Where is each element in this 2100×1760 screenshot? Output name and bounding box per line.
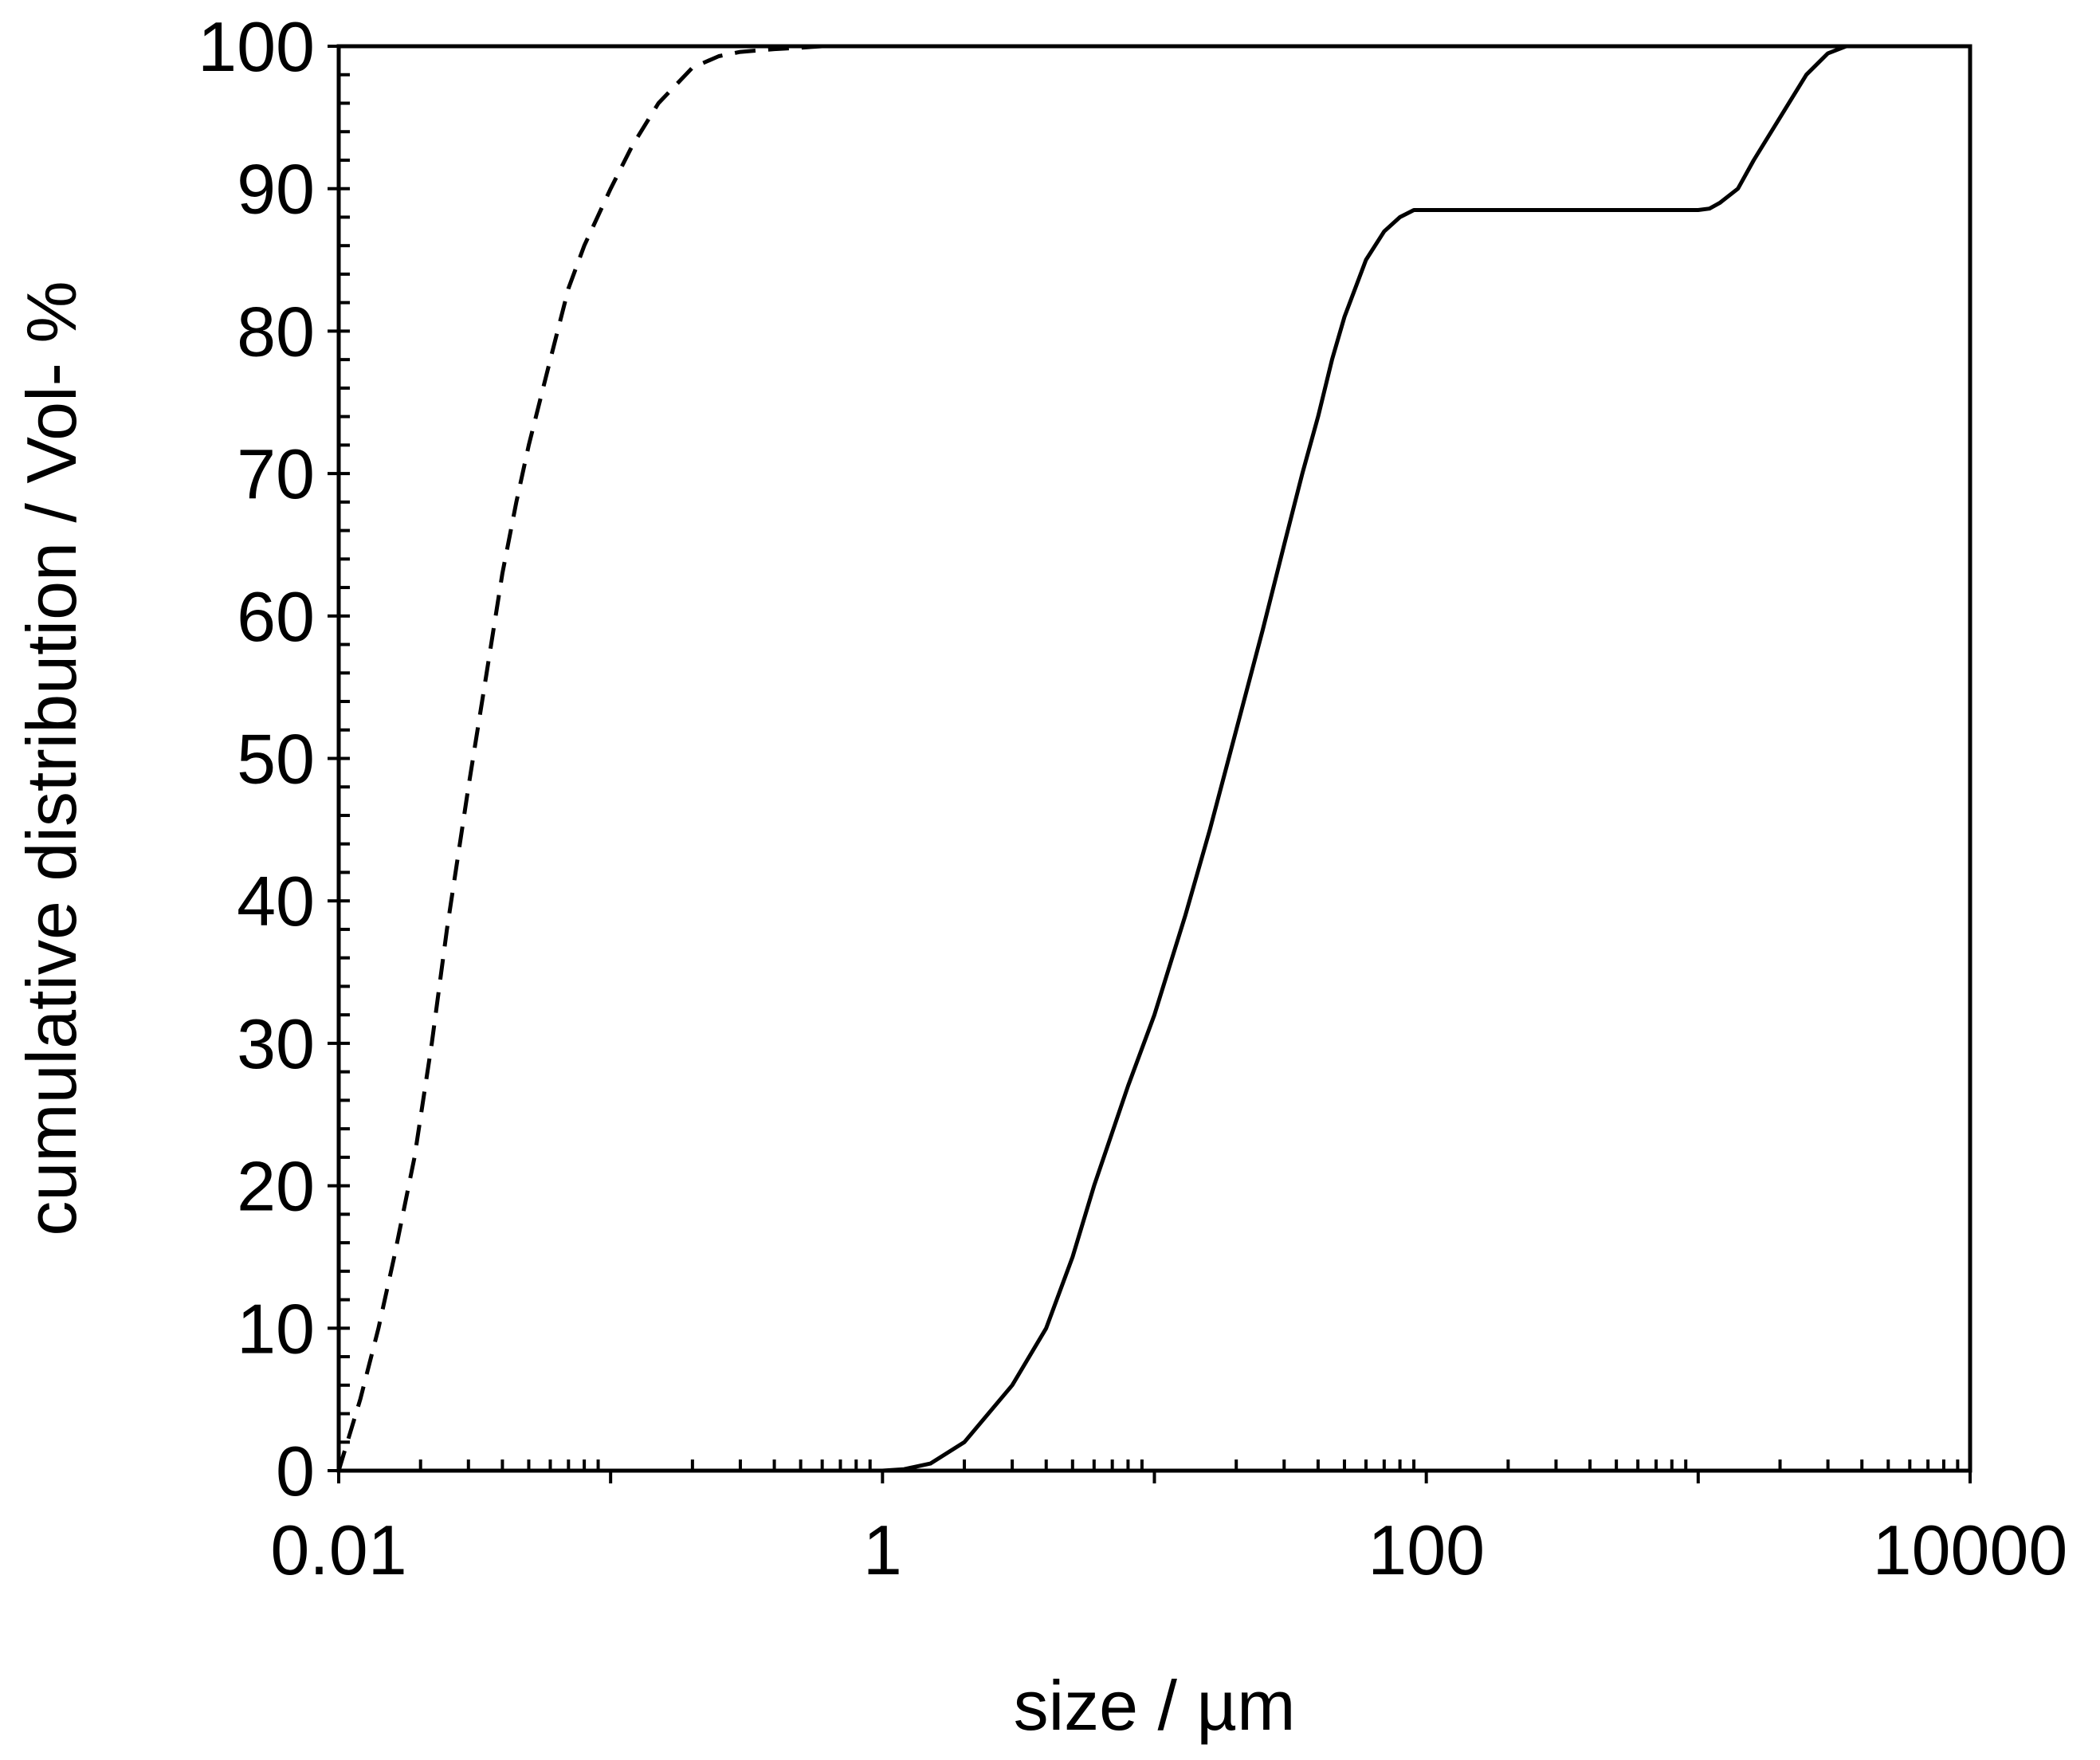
- x-tick-label: 100: [1368, 1511, 1485, 1589]
- plot-area-frame: [336, 44, 1972, 1473]
- series-line-dashed: [336, 44, 1094, 1471]
- x-tick-label: 0.01: [270, 1511, 406, 1589]
- y-tick-label: 60: [237, 577, 315, 656]
- tick-labels-layer: 0 10 20 30 40 50 60 70 80 90 100 0.01 1 100 10000: [198, 7, 2067, 1589]
- y-tick-label: 90: [237, 150, 315, 229]
- y-tick-label: 10: [237, 1289, 315, 1368]
- y-tick-label: 40: [237, 862, 315, 941]
- ticks-layer: [328, 45, 1972, 1483]
- x-tick-label: 1: [863, 1511, 902, 1589]
- y-tick-label: 20: [237, 1147, 315, 1226]
- y-tick-label: 30: [237, 1004, 315, 1083]
- y-tick-label: 50: [237, 720, 315, 799]
- x-axis-title: size / µm: [1014, 1666, 1296, 1745]
- x-tick-label: 10000: [1873, 1511, 2068, 1589]
- y-tick-label: 70: [237, 434, 315, 513]
- y-tick-label: 80: [237, 292, 315, 371]
- y-tick-label: 0: [276, 1432, 315, 1511]
- series-layer: [336, 44, 1970, 1473]
- y-tick-label: 100: [198, 7, 315, 86]
- series-line-solid: [882, 44, 1970, 1473]
- y-axis-title: cumulative distribution / Vol- %: [12, 281, 91, 1236]
